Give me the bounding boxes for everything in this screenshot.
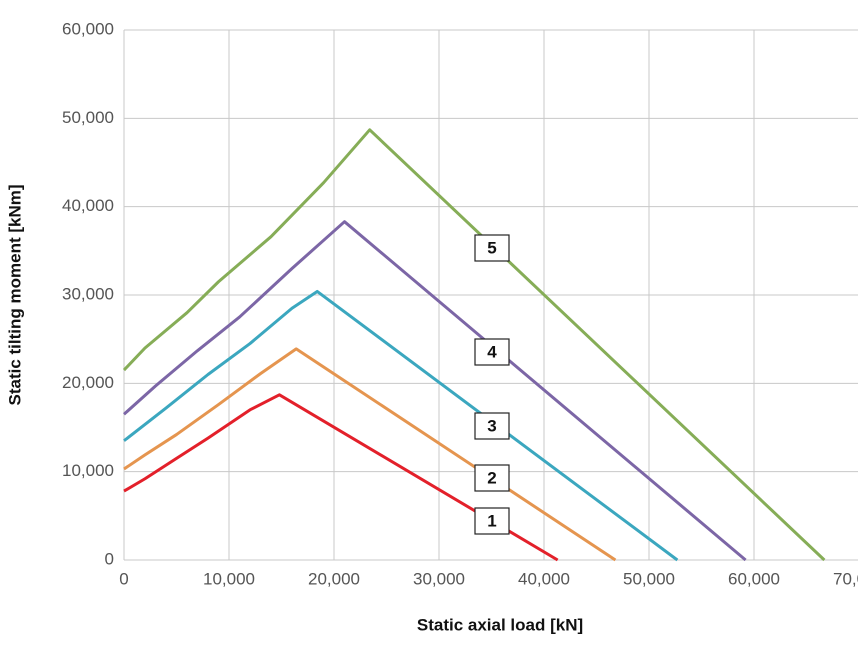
x-tick-label: 60,000 <box>728 569 780 588</box>
y-tick-label: 60,000 <box>62 19 114 38</box>
series-line <box>123 393 559 562</box>
y-tick-label: 50,000 <box>62 108 114 127</box>
x-tick-label: 0 <box>119 569 128 588</box>
series-line <box>123 347 617 562</box>
y-tick-label: 10,000 <box>62 461 114 480</box>
y-axis-title: Static tilting moment [kNm] <box>5 184 24 405</box>
curve-label-box <box>474 507 510 535</box>
curve-label: 1 <box>487 511 496 530</box>
y-tick-label: 30,000 <box>62 284 114 303</box>
x-tick-label: 20,000 <box>308 569 360 588</box>
curve-label: 2 <box>487 468 496 487</box>
y-tick-label: 20,000 <box>62 373 114 392</box>
curve-label-box <box>474 464 510 492</box>
curve-label-box <box>474 234 510 262</box>
x-tick-label: 50,000 <box>623 569 675 588</box>
curve-label: 3 <box>487 416 496 435</box>
curve-label: 4 <box>487 342 497 361</box>
curve-label-box <box>474 338 510 366</box>
x-tick-label: 30,000 <box>413 569 465 588</box>
curve-label: 5 <box>487 238 496 257</box>
series-line <box>123 289 679 562</box>
series-line <box>122 220 747 562</box>
series-line <box>122 128 826 562</box>
y-tick-label: 40,000 <box>62 196 114 215</box>
x-tick-label: 40,000 <box>518 569 570 588</box>
x-axis-title: Static axial load [kN] <box>417 615 583 634</box>
x-tick-label: 70,000 <box>833 569 858 588</box>
x-tick-label: 10,000 <box>203 569 255 588</box>
curve-label-box <box>474 412 510 440</box>
y-tick-label: 0 <box>105 549 114 568</box>
